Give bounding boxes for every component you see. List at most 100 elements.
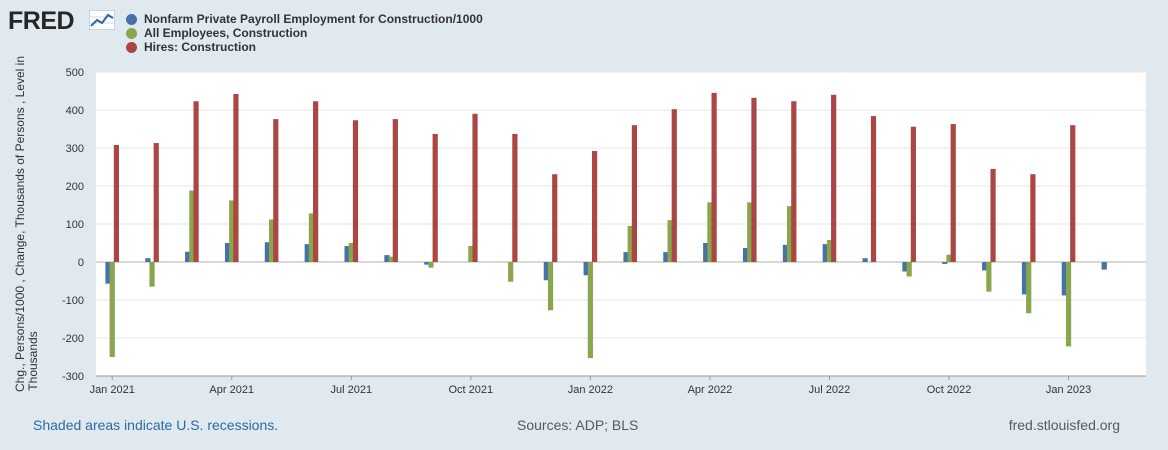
legend-item-series-1[interactable]: Nonfarm Private Payroll Employment for C… [126,12,483,26]
x-tick-label: Jul 2021 [330,384,372,396]
bar-s1-2021-06[interactable] [304,244,310,262]
bar-s1-2021-09[interactable] [424,262,430,265]
x-tick-label: Oct 2021 [449,384,494,396]
y-tick-label: 300 [66,143,84,155]
bar-s2-2022-05[interactable] [747,202,753,262]
bar-s3-2021-09[interactable] [432,133,438,262]
bar-s2-2022-03[interactable] [667,220,673,262]
bar-s2-2022-09[interactable] [906,262,912,277]
bar-s3-2022-09[interactable] [910,126,916,262]
bar-s3-2022-03[interactable] [671,109,677,263]
bar-s2-2021-04[interactable] [229,200,235,262]
bar-s3-2021-06[interactable] [313,101,319,262]
bar-s1-2021-04[interactable] [224,243,231,262]
bar-s1-2021-12[interactable] [543,262,549,281]
bar-s3-2022-11[interactable] [990,168,996,262]
bar-s1-2022-03[interactable] [663,252,669,262]
bar-s3-2022-01[interactable] [591,151,598,262]
bar-s2-2022-11[interactable] [986,262,992,292]
bar-s3-2022-12[interactable] [1030,174,1036,262]
y-axis-label: Chg., Persons/1000 , Change, Thousands o… [13,56,40,392]
bar-s3-2022-06[interactable] [791,101,797,262]
bar-s1-2022-02[interactable] [623,252,629,262]
bar-s2-2021-01[interactable] [109,262,115,357]
bar-s2-2022-10[interactable] [946,254,952,262]
bar-s3-2022-05[interactable] [751,97,757,262]
bar-s3-2022-08[interactable] [870,116,877,262]
bar-s1-2021-02[interactable] [145,258,151,262]
bar-s1-2022-10[interactable] [942,262,948,264]
bar-s1-2022-11[interactable] [982,262,988,271]
y-tick-label: 500 [66,67,84,79]
y-tick-label: -200 [62,333,84,345]
recession-note-link[interactable]: Shaded areas indicate U.S. recessions. [33,417,279,433]
bar-s2-2021-05[interactable] [268,219,275,262]
fred-logo[interactable]: FRED [8,7,75,35]
bar-s1-2022-08[interactable] [862,258,868,262]
bar-s2-2021-11[interactable] [508,262,514,282]
bar-s3-2022-04[interactable] [711,92,717,263]
bar-s2-2021-10[interactable] [468,246,474,262]
bar-series-1 [105,242,1107,296]
bar-s1-2021-08[interactable] [384,255,390,262]
bar-s1-2023-02[interactable] [1101,262,1107,270]
bar-s3-2023-01[interactable] [1070,125,1076,262]
bar-s3-2021-11[interactable] [512,133,518,262]
bar-s3-2022-02[interactable] [631,125,638,262]
bar-s2-2022-02[interactable] [627,225,633,262]
bar-s3-2021-10[interactable] [472,113,478,262]
bar-s3-2021-08[interactable] [392,119,398,263]
bar-s2-2021-02[interactable] [149,262,155,287]
bar-s2-2022-06[interactable] [787,206,793,262]
legend-label-series-1: Nonfarm Private Payroll Employment for C… [144,12,483,26]
y-tick-label: 100 [66,219,84,231]
legend-item-series-3[interactable]: Hires: Construction [126,40,483,54]
x-tick-label: Oct 2022 [927,384,972,396]
bar-s2-2022-12[interactable] [1026,262,1032,314]
y-tick-label: 200 [66,181,84,193]
bar-s1-2021-01[interactable] [105,262,111,284]
bar-s2-2023-01[interactable] [1065,262,1072,347]
bar-s2-2021-12[interactable] [547,262,554,311]
bar-s2-2021-03[interactable] [189,190,195,262]
bar-s1-2021-07[interactable] [344,246,350,262]
x-tick-label: Apr 2022 [688,384,733,396]
bar-s1-2023-01[interactable] [1061,262,1067,296]
x-tick-label: Jan 2023 [1046,384,1091,396]
bar-s2-2021-08[interactable] [388,256,394,262]
bar-s3-2022-07[interactable] [831,94,837,262]
bar-s3-2021-02[interactable] [153,143,159,262]
legend-item-series-2[interactable]: All Employees, Construction [126,26,483,40]
bar-s3-2021-01[interactable] [113,144,119,262]
bar-s1-2022-01[interactable] [583,262,589,276]
bar-s3-2021-07[interactable] [352,120,359,262]
bar-s1-2021-05[interactable] [264,242,270,262]
bar-s1-2022-05[interactable] [742,247,749,262]
bar-s3-2021-12[interactable] [552,174,558,262]
bar-s3-2021-03[interactable] [193,101,199,262]
bar-s1-2021-03[interactable] [185,251,191,262]
bar-s1-2022-12[interactable] [1021,262,1028,295]
bar-s1-2022-04[interactable] [703,243,709,262]
chart-footer: Shaded areas indicate U.S. recessions. S… [0,412,1168,442]
chart-header: FRED Nonfarm Private Payroll Employment … [0,0,1168,62]
bar-s3-2021-04[interactable] [233,94,239,262]
bar-s1-2022-06[interactable] [782,244,789,262]
bar-s2-2021-07[interactable] [348,243,354,262]
bar-s3-2022-10[interactable] [950,124,956,262]
bar-s2-2022-04[interactable] [707,202,713,262]
bar-s2-2022-01[interactable] [587,262,593,359]
y-tick-label: -100 [62,295,84,307]
bar-s1-2022-09[interactable] [902,262,908,272]
bar-s3-2021-05[interactable] [273,119,279,263]
bar-s2-2021-09[interactable] [428,262,434,268]
y-tick-label: -300 [62,371,84,383]
bar-series-3 [113,92,1076,263]
x-tick-label: Jul 2022 [809,384,851,396]
bar-s1-2022-07[interactable] [822,244,828,262]
site-link[interactable]: fred.stlouisfed.org [1008,417,1120,433]
x-tick-label: Apr 2021 [209,384,254,396]
y-axis: -300 -200 -100 0 100 200 300 400 500 [62,67,84,383]
bar-s2-2022-07[interactable] [826,239,833,262]
bar-s2-2021-06[interactable] [308,213,315,262]
